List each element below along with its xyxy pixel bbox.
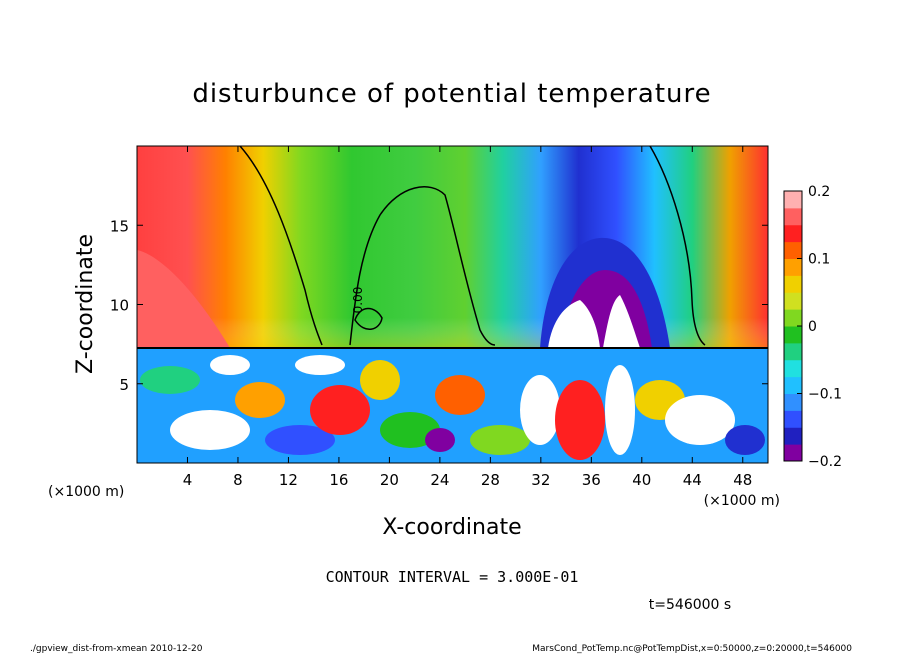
x-tick-label: 28 (481, 471, 500, 489)
colorbar-block (784, 309, 802, 327)
x-tick-label: 16 (329, 471, 348, 489)
zero-contours (239, 146, 706, 346)
lower-layer-texture (140, 355, 765, 460)
colorbar-block (784, 224, 802, 243)
contour-interval: CONTOUR INTERVAL = 3.000E-01 (326, 568, 579, 586)
colorbar-block (784, 275, 802, 293)
x-tick-label: 48 (733, 471, 752, 489)
colorbar-tick-label: 0 (808, 319, 817, 335)
footer-right: MarsCond_PotTemp.nc@PotTempDist,x=0:5000… (532, 644, 852, 654)
colorbar-block (784, 326, 802, 344)
x-tick-label: 4 (183, 471, 193, 489)
y-axis-ticks: 5 10 15 (110, 217, 768, 394)
colorbar-block (784, 292, 802, 310)
time-label: t=546000 s (649, 597, 731, 613)
x-unit-left: (×1000 m) (48, 484, 124, 500)
x-tick-label: 40 (632, 471, 651, 489)
x-tick-label: 12 (279, 471, 298, 489)
colorbar-tick-label: −0.2 (808, 454, 842, 470)
plot-area: 0.00 (137, 146, 768, 463)
chart-title: disturbunce of potential temperature (192, 79, 711, 109)
colorbar-block (784, 241, 802, 259)
x-tick-label: 8 (233, 471, 243, 489)
x-tick-label: 36 (582, 471, 601, 489)
colorbar-block (784, 191, 802, 209)
colorbar-block (784, 410, 802, 428)
colorbar-block (784, 427, 802, 445)
x-tick-label: 32 (531, 471, 550, 489)
colorbar-block (784, 376, 802, 394)
y-tick-label: 10 (110, 297, 129, 315)
colorbar-block (784, 342, 802, 361)
y-tick-label: 15 (110, 217, 129, 235)
y-tick-label: 5 (119, 376, 129, 394)
contour-label: 0.00 (351, 287, 365, 314)
x-tick-label: 24 (430, 471, 449, 489)
y-axis-label: Z-coordinate (73, 234, 98, 374)
colorbar-block (784, 359, 802, 378)
colorbar-block (784, 444, 802, 462)
colorbar-block (784, 393, 802, 411)
colorbar: 0.2 0.1 0 −0.1 −0.2 (783, 184, 842, 470)
colorbar-tick-label: 0.2 (808, 184, 830, 200)
x-tick-label: 20 (380, 471, 399, 489)
warm-core-left (137, 250, 230, 348)
colorbar-tick-label: −0.1 (808, 387, 842, 403)
x-axis-label: X-coordinate (382, 515, 521, 540)
colorbar-block (784, 207, 802, 226)
x-tick-label: 44 (683, 471, 702, 489)
colorbar-tick-label: 0.1 (808, 252, 830, 268)
colorbar-block (784, 258, 802, 276)
footer-left: ./gpview_dist-from-xmean 2010-12-20 (30, 644, 203, 654)
x-axis-ticks: 4 8 12 16 20 24 28 32 36 40 44 48 (183, 146, 752, 489)
x-unit-right: (×1000 m) (704, 493, 780, 509)
